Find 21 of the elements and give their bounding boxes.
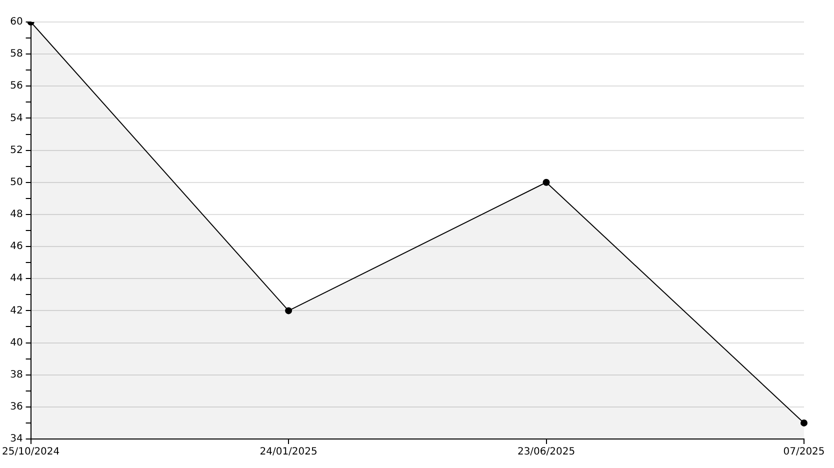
y-tick-label: 48 xyxy=(10,209,23,220)
y-tick-label: 56 xyxy=(10,80,23,92)
y-tick-label: 52 xyxy=(10,144,23,156)
y-tick-label: 34 xyxy=(10,434,23,445)
y-tick-label: 60 xyxy=(10,16,23,28)
point xyxy=(542,178,550,186)
y-tick-label: 54 xyxy=(10,112,23,124)
y-tick-label: 38 xyxy=(10,369,23,380)
y-tick-label: 58 xyxy=(10,48,23,60)
y-tick-label: 50 xyxy=(10,176,23,188)
x-tick-label: 24/01/2025 xyxy=(260,446,318,458)
x-tick-label: 07/2025 xyxy=(783,446,825,458)
point xyxy=(285,307,292,314)
y-tick-label: 40 xyxy=(10,337,23,348)
x-tick-label: 23/06/2025 xyxy=(517,446,576,458)
y-tick-label: 36 xyxy=(10,402,23,413)
y-tick-label: 44 xyxy=(10,273,23,284)
x-tick-label: 25/10/2024 xyxy=(2,446,60,458)
point xyxy=(800,419,808,426)
y-tick-label: 42 xyxy=(10,305,23,316)
y-tick-label: 46 xyxy=(10,241,23,252)
